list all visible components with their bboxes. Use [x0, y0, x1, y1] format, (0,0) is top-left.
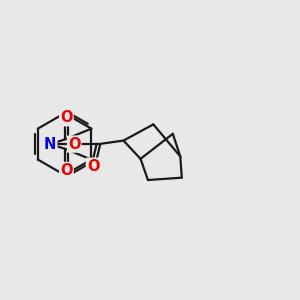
Text: O: O: [68, 136, 81, 152]
Text: O: O: [87, 159, 99, 174]
Text: O: O: [60, 110, 73, 125]
Text: O: O: [60, 163, 73, 178]
Text: N: N: [44, 136, 56, 152]
